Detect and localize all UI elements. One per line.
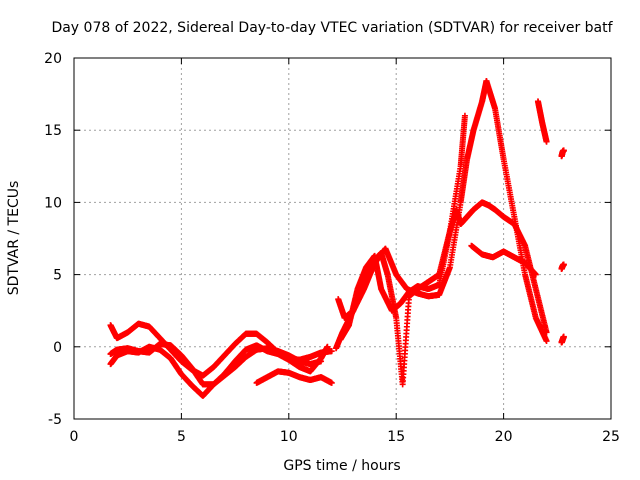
series-track-d (253, 368, 335, 386)
y-tick-label: 20 (44, 51, 62, 67)
data-point (543, 138, 550, 145)
series-track-l (558, 261, 567, 272)
x-tick-label: 10 (280, 429, 298, 445)
x-tick-label: 25 (602, 429, 620, 445)
y-tick-label: -5 (48, 412, 62, 428)
data-point (328, 348, 335, 355)
series-track-m (558, 333, 567, 346)
data-point (560, 333, 567, 340)
y-tick-label: 5 (53, 268, 62, 284)
axis-ticks: 0 5 10 15 20 25 -5 0 5 10 15 20 (44, 51, 620, 445)
chart-title: Day 078 of 2022, Sidereal Day-to-day VTE… (51, 20, 613, 36)
grid-lines (74, 58, 611, 419)
x-axis-label: GPS time / hours (283, 458, 400, 474)
series-track-g (337, 112, 468, 343)
series-track-h (483, 78, 550, 345)
y-tick-label: 0 (53, 340, 62, 356)
y-tick-label: 10 (44, 195, 62, 211)
series-track-j (534, 98, 550, 145)
x-tick-label: 20 (495, 429, 513, 445)
data-point (324, 343, 331, 350)
series-track-i (468, 242, 539, 278)
data-points (107, 78, 567, 399)
data-point (543, 338, 550, 345)
series-track-c (107, 342, 331, 399)
data-point (560, 147, 567, 154)
data-point (328, 379, 335, 386)
data-point (461, 112, 468, 119)
x-tick-label: 0 (70, 429, 79, 445)
y-axis-label: SDTVAR / TECUs (6, 181, 22, 296)
x-tick-label: 15 (387, 429, 405, 445)
x-tick-label: 5 (177, 429, 186, 445)
data-point (532, 271, 539, 278)
series-track-k (558, 147, 567, 160)
plot-frame (73, 57, 612, 420)
y-tick-label: 15 (44, 123, 62, 139)
data-point (560, 261, 567, 268)
